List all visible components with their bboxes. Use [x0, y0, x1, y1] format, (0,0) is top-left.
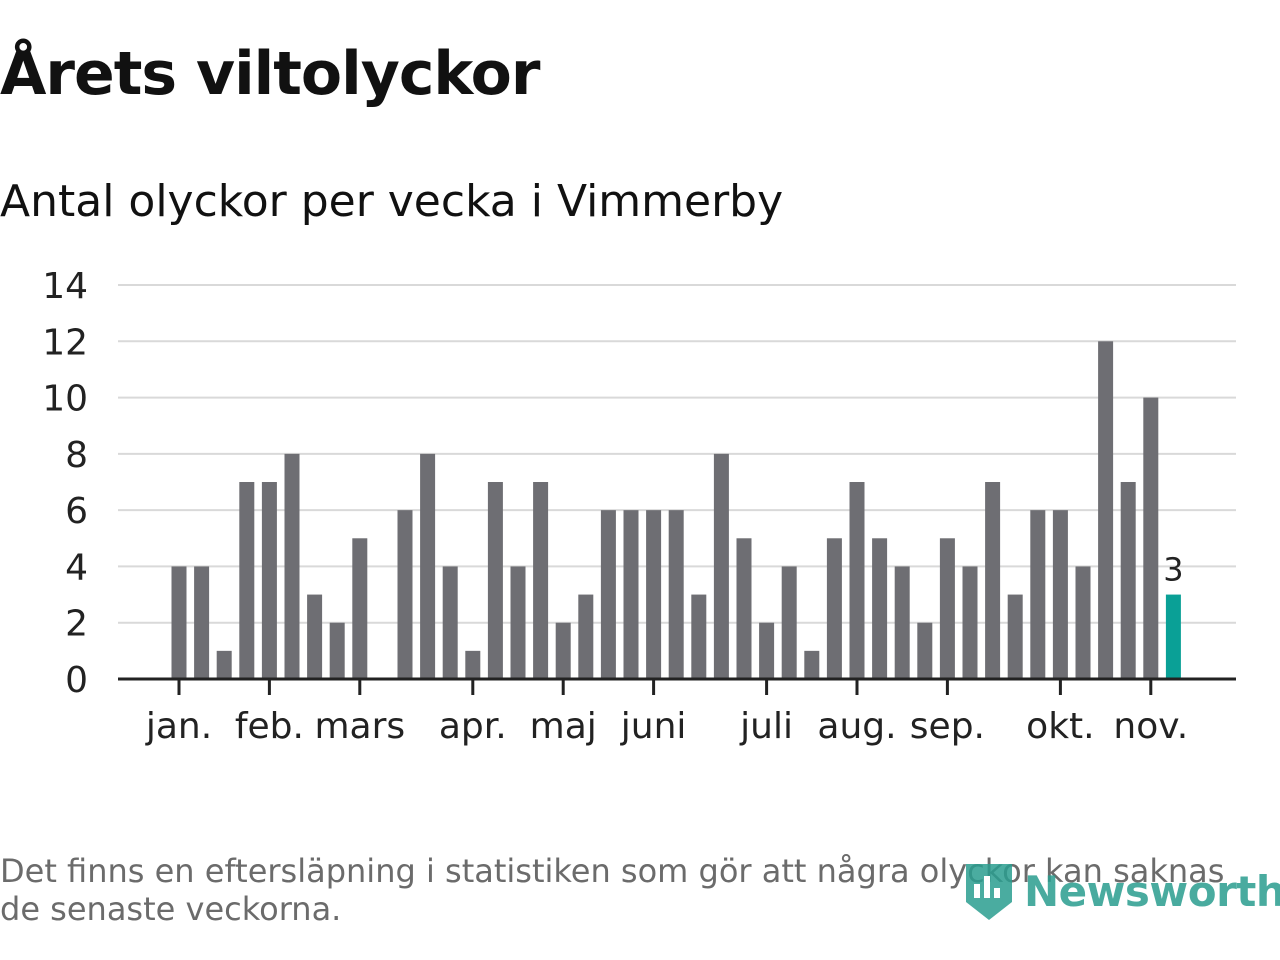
y-tick-label: 12	[42, 322, 88, 363]
bar	[985, 482, 1001, 679]
bar	[623, 510, 639, 679]
x-tick-label: okt.	[1026, 706, 1094, 747]
bar	[171, 566, 187, 679]
bar	[239, 482, 255, 679]
bar	[284, 453, 300, 679]
bar	[555, 622, 571, 679]
y-tick-label: 8	[65, 435, 88, 476]
x-tick-label: nov.	[1113, 706, 1188, 747]
x-tick-label: aug.	[817, 706, 896, 747]
x-tick-label: feb.	[235, 706, 304, 747]
bar	[465, 650, 481, 679]
bar-chart: 0 2 4 6 8 10 12 14 3 jan. feb. mars apr. maj juni jul…	[42, 266, 1236, 747]
bar	[713, 453, 729, 679]
bar	[781, 566, 797, 679]
bar	[307, 594, 323, 679]
bar	[1007, 594, 1023, 679]
chart-subtitle: Antal olyckor per vecka i Vimmerby	[0, 176, 784, 227]
bar	[442, 566, 458, 679]
bar	[510, 566, 526, 679]
bar	[194, 566, 210, 679]
logo-text: Newsworthy	[1024, 866, 1280, 916]
y-tick-label: 0	[65, 660, 88, 701]
bar	[894, 566, 910, 679]
x-tick-label: juli	[739, 706, 793, 747]
y-tick-label: 10	[42, 379, 88, 420]
newsworthy-logo: Newsworthy	[962, 858, 1280, 924]
x-tick-label: juni	[620, 706, 687, 747]
bar	[1030, 510, 1046, 679]
bar	[533, 482, 549, 679]
bar	[397, 510, 413, 679]
bar	[329, 622, 345, 679]
bar	[487, 482, 503, 679]
bar-value-label: 3	[1163, 551, 1183, 589]
x-tick-label: mars	[314, 706, 405, 747]
bar	[352, 538, 368, 679]
bar	[216, 650, 232, 679]
bar	[939, 538, 955, 679]
bar	[1098, 341, 1114, 679]
bar	[578, 594, 594, 679]
bar	[600, 510, 616, 679]
bar	[668, 510, 684, 679]
newsworthy-logo-icon	[966, 864, 1012, 920]
bar	[872, 538, 888, 679]
bar	[420, 453, 436, 679]
bar-highlight	[1165, 594, 1181, 679]
x-axis-tick-labels: jan. feb. mars apr. maj juni juli aug. sep. okt. n…	[145, 706, 1188, 747]
bars: 3	[171, 341, 1184, 679]
bar	[1052, 510, 1068, 679]
bar	[261, 482, 277, 679]
bar	[646, 510, 662, 679]
y-tick-label: 2	[65, 604, 88, 645]
x-axis	[118, 677, 1236, 695]
bar	[759, 622, 775, 679]
y-tick-label: 4	[65, 547, 88, 588]
bar	[1120, 482, 1136, 679]
footnote: Det finns en eftersläpning i statistiken…	[0, 852, 1225, 928]
bar	[826, 538, 842, 679]
bar	[962, 566, 978, 679]
x-tick-label: maj	[530, 706, 597, 747]
bar	[804, 650, 820, 679]
bar	[849, 482, 865, 679]
x-tick-label: apr.	[439, 706, 507, 747]
y-axis-tick-labels: 0 2 4 6 8 10 12 14	[42, 266, 88, 701]
bar	[917, 622, 933, 679]
x-tick-label: jan.	[145, 706, 212, 747]
bar	[736, 538, 752, 679]
bar	[1143, 397, 1159, 679]
chart-title: Årets viltolyckor	[0, 39, 540, 109]
bar	[691, 594, 707, 679]
bar	[1075, 566, 1091, 679]
y-tick-label: 14	[42, 266, 88, 307]
x-tick-label: sep.	[910, 706, 985, 747]
y-tick-label: 6	[65, 491, 88, 532]
